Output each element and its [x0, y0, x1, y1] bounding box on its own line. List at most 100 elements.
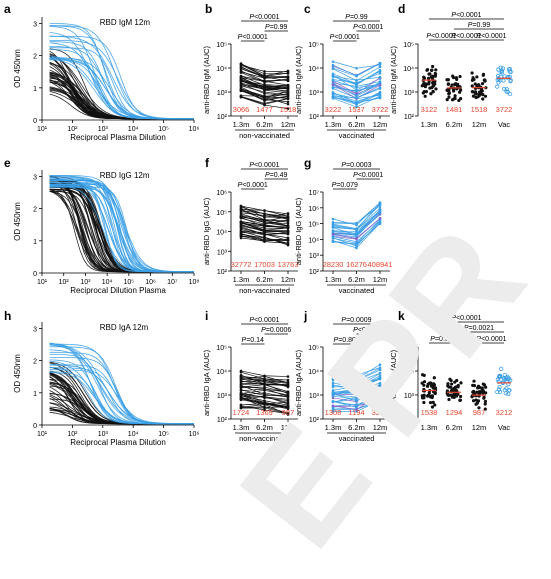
- p-rest: <0.0001: [254, 14, 280, 21]
- data-point: [480, 89, 484, 93]
- data-point: [431, 385, 435, 389]
- y-tick-label: 10³: [309, 90, 320, 97]
- p-letter: P: [451, 33, 456, 40]
- y-axis-label: anti-RBD IgA (AUC): [202, 349, 211, 416]
- subject-point: [378, 219, 382, 223]
- subject-point: [239, 404, 243, 408]
- x-tick-label: 6.2m: [348, 275, 365, 284]
- x-tick-label: 10⁵: [158, 431, 169, 438]
- data-point: [449, 379, 453, 383]
- data-point: [446, 382, 450, 386]
- median-label: 1477: [256, 105, 273, 114]
- subject-point: [355, 387, 358, 390]
- subject-point: [355, 105, 358, 109]
- panel-f: 10² 10³ 10⁴ 10⁵ 10⁶ anti-RBD IgG (AUC) 1.3m 6.2…: [202, 162, 298, 295]
- panel-g: 10² 10³ 10⁴ 10⁵ 10⁶ 10⁷ anti-RBD IgG (AUC) 1.3m…: [294, 162, 393, 295]
- data-point: [430, 74, 435, 78]
- y-tick-label: 10⁴: [403, 369, 414, 376]
- subject-point: [355, 101, 358, 105]
- p-value-label: P=0.079: [332, 182, 358, 189]
- y-tick-label: 10⁴: [308, 66, 319, 73]
- subject-point: [286, 93, 290, 96]
- data-point: [445, 98, 449, 102]
- y-tick-label: 0: [33, 118, 37, 125]
- subject-point: [239, 94, 243, 97]
- data-point: [447, 95, 451, 99]
- median-label: 3122: [421, 105, 438, 114]
- subject-point: [355, 82, 358, 86]
- data-point: [446, 87, 450, 92]
- subject-point: [378, 75, 382, 79]
- panel-d: 10² 10³ 10⁴ 10⁵ anti-RBD IgM (AUC) 1.3m 6.2m 12…: [389, 12, 513, 129]
- y-tick-label: 10⁶: [308, 206, 319, 213]
- data-point: [422, 380, 427, 384]
- subject-point: [355, 78, 358, 82]
- panel-b: 10² 10³ 10⁴ 10⁵ anti-RBD IgM (AUC) 1.3m 6.2m 12…: [202, 14, 298, 140]
- p-letter: P: [341, 162, 346, 169]
- subject-point: [286, 399, 290, 402]
- p-letter: P: [265, 24, 270, 31]
- p-value-label: P=0.80: [334, 337, 356, 344]
- p-letter: P: [238, 182, 243, 189]
- y-tick-label: 10⁴: [216, 369, 227, 376]
- subject-point: [331, 79, 335, 82]
- data-point: [497, 385, 502, 390]
- y-tick-label: 10²: [404, 114, 415, 121]
- panel-letter: a: [4, 2, 11, 16]
- subject-point: [331, 235, 335, 238]
- median-label: 3722: [496, 105, 513, 114]
- p-rest: <0.0001: [242, 34, 268, 41]
- data-point: [451, 89, 456, 93]
- subject-point: [355, 408, 358, 411]
- subject-point: [331, 375, 335, 379]
- data-point: [483, 407, 487, 411]
- subject-point: [378, 387, 382, 391]
- data-point: [470, 84, 474, 88]
- subject-point: [378, 62, 382, 65]
- panel-letter: d: [398, 2, 405, 16]
- data-point: [425, 67, 430, 72]
- subject-point: [331, 410, 335, 413]
- data-point: [420, 373, 425, 377]
- p-value-label: P<0.0001: [426, 33, 456, 40]
- panel-j: 10² 10³ 10⁴ 10⁵ anti-RBD IgA (AUC) 1.3m 6.2m 12…: [294, 317, 390, 443]
- data-point: [446, 82, 450, 86]
- x-tick-label: 1.3m: [233, 275, 250, 284]
- p-rest: =0.0006: [266, 327, 292, 334]
- subject-point: [239, 69, 243, 73]
- p-value-label: P<0.0001: [353, 327, 383, 334]
- subject-point: [263, 229, 266, 233]
- data-point: [454, 82, 458, 86]
- subject-point: [355, 373, 358, 377]
- p-letter: P: [265, 172, 270, 179]
- data-point: [450, 83, 454, 87]
- subject-point: [286, 382, 290, 385]
- data-point: [474, 398, 478, 402]
- data-point: [471, 76, 475, 80]
- subject-point: [239, 383, 243, 386]
- p-value-label: P=0.14: [242, 337, 264, 344]
- y-tick-label: 10⁴: [216, 230, 227, 237]
- subject-point: [286, 378, 290, 382]
- median-label: 3222: [325, 105, 342, 114]
- data-point: [499, 366, 504, 371]
- dilution-curve: [49, 373, 194, 425]
- subject-point: [331, 217, 335, 221]
- subject-point: [331, 400, 335, 404]
- data-point: [498, 374, 503, 379]
- group-label: non-vaccinated: [239, 286, 290, 295]
- y-tick-label: 10³: [217, 90, 228, 97]
- subject-point: [263, 374, 266, 378]
- p-letter: P: [476, 336, 481, 343]
- data-point: [450, 387, 455, 391]
- subject-point: [286, 405, 290, 409]
- y-tick-label: 10⁴: [403, 66, 414, 73]
- y-axis-label: anti-RBD IgG (AUC): [294, 197, 303, 265]
- data-point: [504, 89, 509, 94]
- p-letter: P: [261, 327, 266, 334]
- subject-point: [355, 384, 358, 388]
- data-point: [428, 401, 433, 405]
- p-rest: <0.0001: [456, 12, 482, 19]
- median-label: 17003: [254, 260, 275, 269]
- subject-point: [378, 222, 382, 226]
